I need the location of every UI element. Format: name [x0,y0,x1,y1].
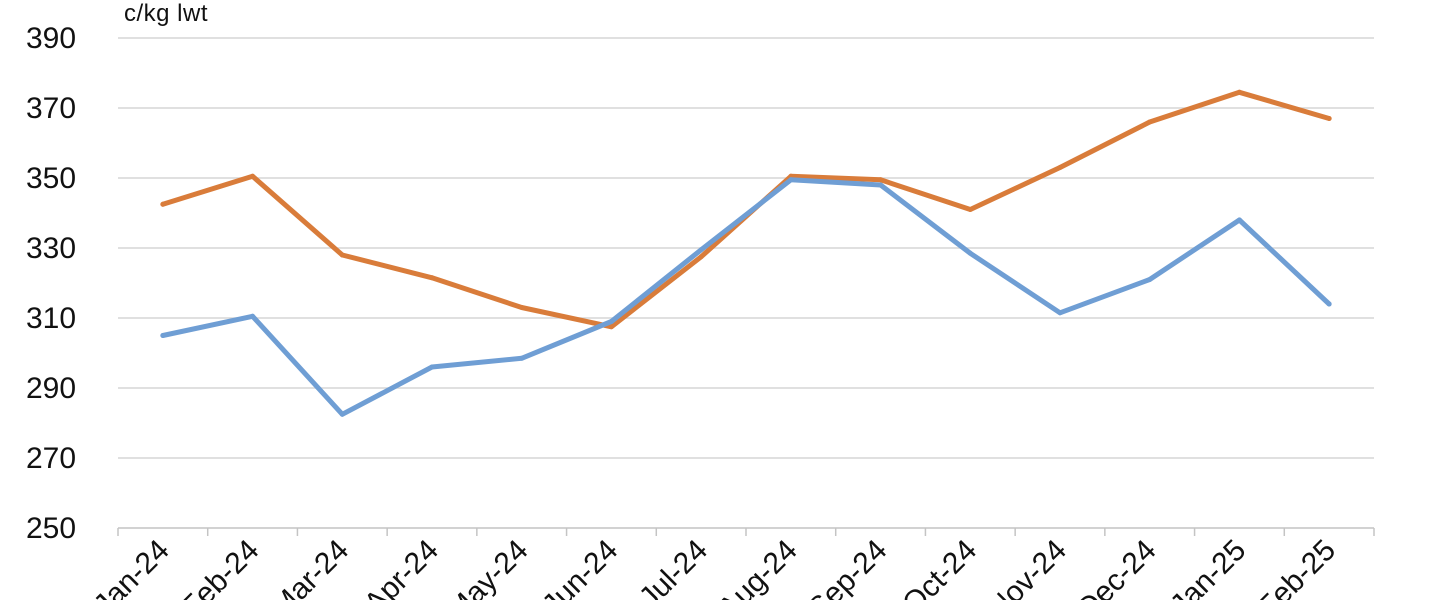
x-tick-label: Oct-24 [896,534,983,600]
x-tick-label: Sep-24 [802,534,894,600]
y-tick-label: 370 [26,92,76,125]
data-point [519,355,525,361]
data-point [339,411,345,417]
series-line-2 [160,177,1332,417]
data-point [1326,116,1332,121]
data-point [1147,277,1153,282]
x-tick-label: May-24 [441,534,535,600]
y-axis-label: c/kg lwt [124,0,209,27]
x-tick-label: Nov-24 [981,534,1073,600]
x-tick-label: Jan-24 [88,534,176,600]
series-line-1 [160,89,1332,330]
data-point [429,364,435,370]
data-point [1236,217,1242,223]
data-point [698,254,704,260]
y-tick-label: 350 [26,162,76,195]
data-point [608,324,614,330]
data-point [1057,165,1063,170]
y-tick-label: 250 [26,512,76,545]
data-point [1326,301,1332,307]
data-point [519,305,525,310]
data-point [1057,310,1063,316]
data-point [1236,89,1242,95]
data-point [788,177,794,183]
data-point [250,173,256,179]
y-tick-label: 270 [26,442,76,475]
y-tick-label: 290 [26,372,76,405]
data-point [878,177,884,183]
x-tick-label: Aug-24 [712,534,804,600]
y-tick-labels: 250 270 290 310 330 350 370 390 [26,22,76,545]
data-point [1147,119,1153,125]
data-point [878,182,884,188]
x-tick-label: Dec-24 [1071,534,1163,600]
y-tick-label: 310 [26,302,76,335]
x-tick-label: Mar-24 [265,534,356,600]
data-point [967,207,973,212]
data-point [160,201,166,207]
data-point [160,333,166,338]
data-point [339,252,345,258]
y-tick-label: 390 [26,22,76,55]
data-point [608,319,614,324]
series-lines [160,89,1332,417]
x-tick-label: Jun-24 [536,534,624,600]
data-point [429,275,435,281]
x-tick-label: Apr-24 [358,534,445,600]
data-point [967,250,973,256]
x-tick-label: Feb-24 [175,534,266,600]
x-tick-label: Feb-25 [1252,534,1343,600]
y-tick-label: 330 [26,232,76,265]
x-tick-label: Jul-24 [633,534,714,600]
data-point [698,247,704,253]
gridlines [118,37,1374,459]
data-point [250,313,256,319]
x-tick-label: Jan-25 [1164,534,1252,600]
